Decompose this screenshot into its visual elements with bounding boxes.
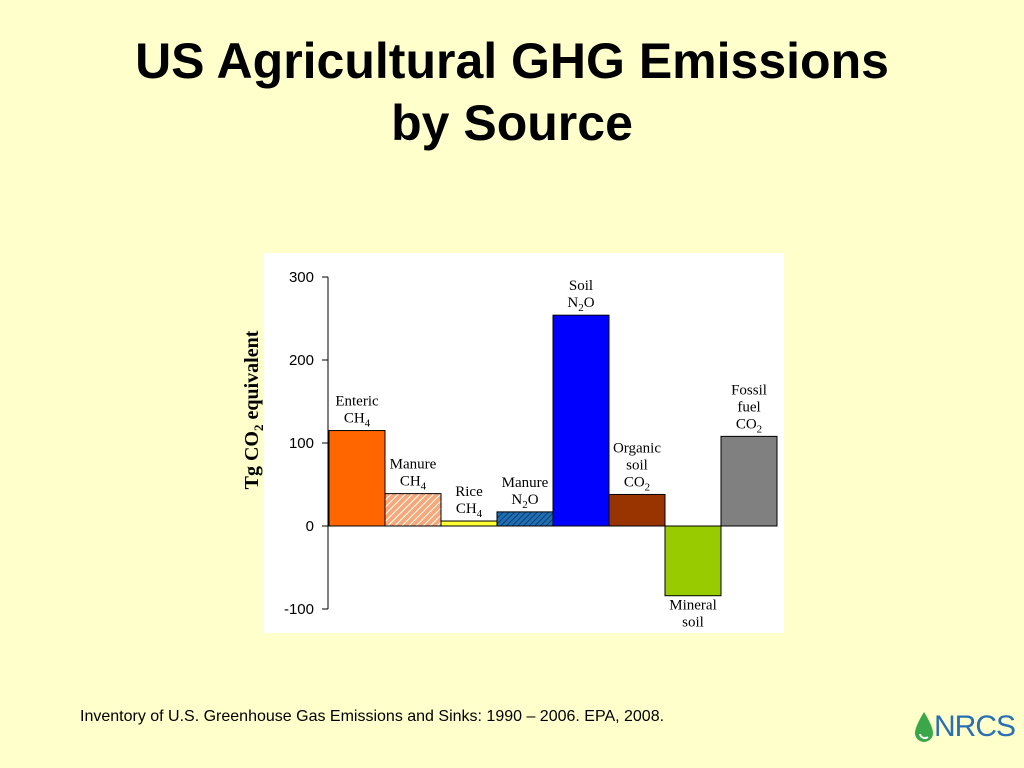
slide-title-line-2: by Source [391,95,633,151]
chart-bars [328,314,778,597]
bar [440,520,498,527]
slide-title-line-1: US Agricultural GHG Emissions [135,33,889,89]
bar [328,430,386,527]
nrcs-logo: NRCS [912,708,1016,748]
bar-label: Soil N2O [567,278,594,314]
bar [552,314,610,527]
bar-label: Manure N2O [502,475,549,511]
bar [608,493,666,527]
citation-footer: Inventory of U.S. Greenhouse Gas Emissio… [80,708,665,725]
slide-title: US Agricultural GHG Emissions by Source [0,30,1024,154]
bar [384,493,442,527]
bar-label: MineralsoilCO2​ [669,598,716,633]
bar [720,435,778,527]
water-drop-icon [915,712,933,742]
bar [496,511,554,527]
y-tick-label: 100 [289,435,314,452]
y-tick-label: 300 [289,269,314,286]
bar [664,525,722,597]
nrcs-logo-text: NRCS [934,710,1016,743]
y-tick-label: -100 [284,601,314,618]
y-tick-label: 200 [289,352,314,369]
y-tick-label: 0 [306,518,314,535]
